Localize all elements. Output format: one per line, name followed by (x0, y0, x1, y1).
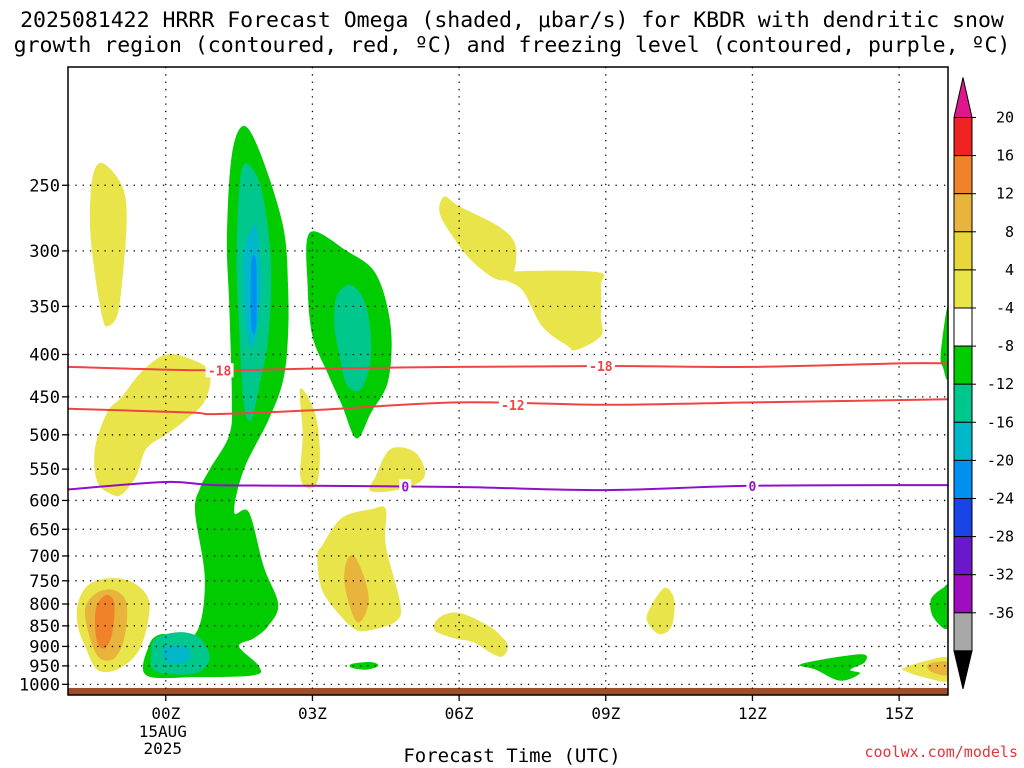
y-tick-label-900: 900 (29, 637, 60, 657)
omega-region-19 (940, 306, 948, 380)
omega-region-1 (94, 353, 211, 497)
colorbar-swatch-3 (953, 231, 973, 271)
colorbar-label-12: -32 (987, 566, 1014, 584)
colorbar-label-2: 12 (996, 185, 1014, 203)
colorbar-swatch-1 (953, 155, 973, 195)
omega-region-17 (349, 662, 379, 670)
contour-label-0: -18 (208, 364, 232, 379)
y-tick-label-750: 750 (29, 572, 60, 592)
colorbar-swatch-9 (953, 459, 973, 499)
y-tick-label-850: 850 (29, 617, 60, 637)
colorbar-swatch-8 (953, 421, 973, 461)
colorbar-swatch-12 (953, 574, 973, 614)
y-tick-label-1000: 1000 (19, 675, 60, 695)
colorbar-label-8: -16 (987, 413, 1014, 431)
omega-region-0 (89, 162, 127, 327)
omega-region-25 (162, 644, 191, 664)
x-tick-label-09Z: 09Z (591, 704, 620, 723)
colorbar-label-13: -36 (987, 604, 1014, 622)
omega-region-4 (498, 270, 605, 351)
omega-region-2 (299, 388, 320, 489)
chart-title: 2025081422 HRRR Forecast Omega (shaded, … (0, 8, 1024, 58)
omega-region-13 (927, 661, 948, 676)
colorbar-label-6: -8 (996, 337, 1014, 355)
colorbar-label-4: 4 (1005, 261, 1014, 279)
colorbar-label-5: -4 (996, 299, 1014, 317)
contour-label-2: -12 (501, 399, 524, 414)
contour-label-bg-3 (399, 479, 412, 494)
x-axis-title: Forecast Time (UTC) (403, 745, 621, 767)
y-tick-label-550: 550 (29, 460, 60, 480)
colorbar-label-3: 8 (1005, 223, 1014, 241)
y-tick-label-300: 300 (29, 242, 60, 262)
colorbar-bottom-arrow (953, 650, 973, 690)
y-axis: 2503003504004505005506006507007508008509… (19, 176, 68, 695)
colorbar-label-0: 20 (996, 109, 1014, 127)
contour-layer: -18 -18 -12 0 0 (68, 358, 948, 495)
omega-region-14 (94, 594, 115, 649)
x-tick-label-03Z: 03Z (298, 704, 327, 723)
colorbar-swatch-13 (953, 612, 973, 652)
plot-frame (67, 66, 949, 696)
colorbar-label-11: -28 (987, 528, 1014, 546)
y-tick-label-950: 950 (29, 657, 60, 677)
plot-border (67, 66, 949, 696)
colorbar-swatch-2 (953, 193, 973, 233)
terrain-bar (68, 687, 948, 695)
grid-layer (68, 67, 948, 695)
contour-label-bg-1 (586, 358, 615, 373)
colorbar-swatch-11 (953, 536, 973, 576)
omega-region-26 (250, 254, 257, 335)
colorbar-label-9: -20 (987, 451, 1014, 469)
x-tick-label-06Z: 06Z (445, 704, 474, 723)
contour-label-3: 0 (401, 480, 409, 495)
omega-region-22 (334, 284, 372, 392)
x-tick-sublabel-0: 15AUG (139, 722, 187, 741)
x-tick-sublabel-1: 2025 (144, 739, 183, 758)
omega-region-3 (439, 196, 517, 281)
colorbar-top-arrow (953, 77, 973, 118)
omega-region-20 (930, 584, 948, 630)
colorbar-label-7: -12 (987, 375, 1014, 393)
y-tick-label-350: 350 (29, 297, 60, 317)
colorbar-swatch-0 (953, 117, 973, 157)
x-tick-label-12Z: 12Z (738, 704, 767, 723)
chart-title-line-1: 2025081422 HRRR Forecast Omega (shaded, … (20, 8, 1004, 33)
y-tick-label-450: 450 (29, 388, 60, 408)
contour-label-1: -18 (589, 360, 613, 375)
colorbar: 20 16 12 8 4 -4 -8 -12 -16 -20 -24 -28 -32 -36 (953, 77, 1014, 690)
omega-region-11 (344, 555, 369, 623)
contour-label-bg-0 (205, 363, 234, 378)
terrain-layer (68, 687, 948, 695)
contour-label-bg-4 (746, 478, 759, 493)
y-tick-label-800: 800 (29, 595, 60, 615)
omega-region-9 (646, 587, 675, 635)
contour-label-4: 0 (749, 480, 757, 495)
credit-text: coolwx.com/models (864, 743, 1018, 761)
y-tick-label-500: 500 (29, 426, 60, 446)
y-tick-label-700: 700 (29, 547, 60, 567)
x-tick-label-15Z: 15Z (885, 704, 914, 723)
colorbar-label-1: 16 (996, 147, 1014, 165)
omega-region-8 (433, 612, 508, 657)
colorbar-swatch-4 (953, 269, 973, 309)
colorbar-swatch-5 (953, 307, 973, 347)
y-tick-label-650: 650 (29, 520, 60, 540)
y-tick-label-600: 600 (29, 491, 60, 511)
x-tick-label-00Z: 00Z (151, 704, 180, 723)
chart-title-line-2: growth region (contoured, red, ºC) and f… (13, 33, 1011, 58)
omega-region-18 (799, 654, 868, 681)
contour-line-1 (68, 398, 948, 416)
colorbar-swatch-7 (953, 383, 973, 423)
colorbar-swatch-6 (953, 345, 973, 385)
colorbar-label-10: -24 (987, 490, 1014, 508)
contour-label-bg-2 (498, 397, 527, 412)
colorbar-swatch-10 (953, 498, 973, 538)
y-tick-label-400: 400 (29, 345, 60, 365)
y-tick-label-250: 250 (29, 176, 60, 196)
